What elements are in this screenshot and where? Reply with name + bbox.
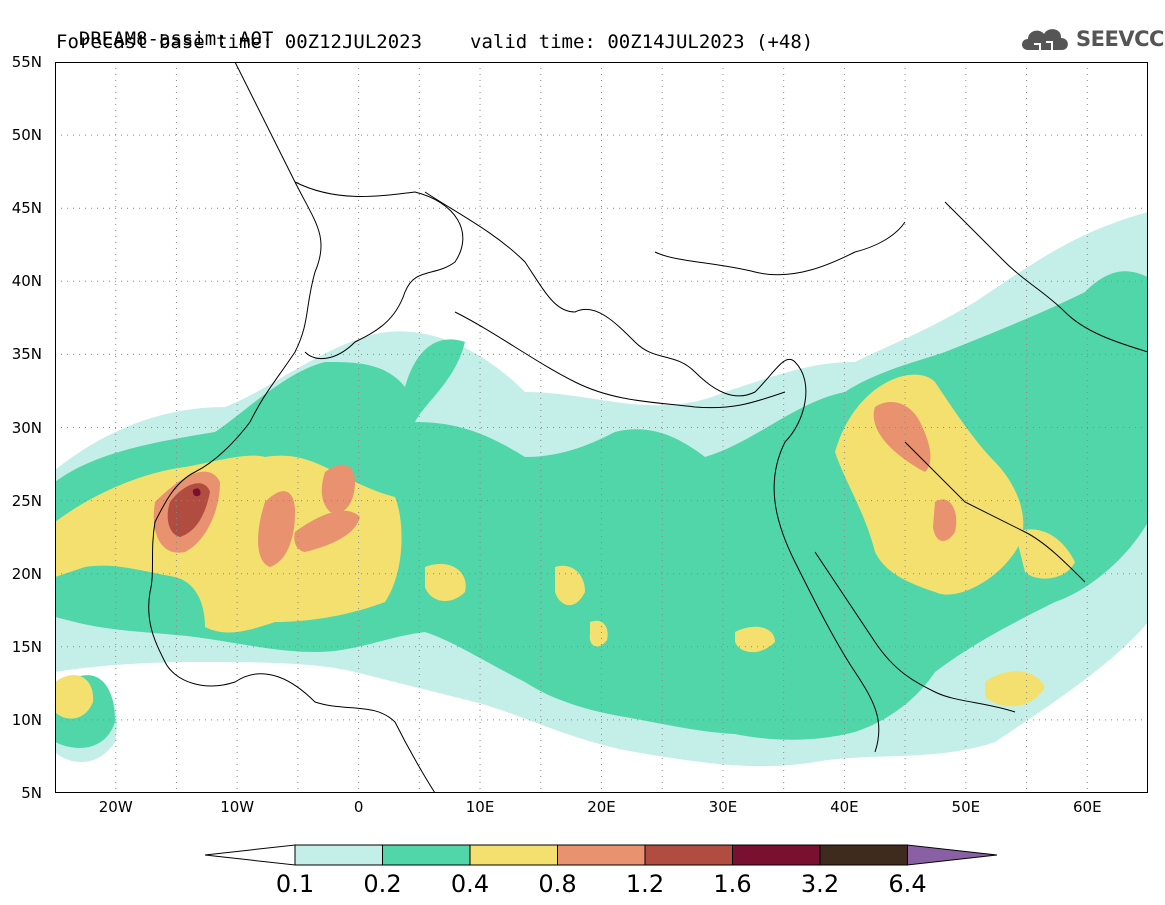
scale-bin (382, 844, 471, 866)
scale-label: 0.1 (275, 870, 315, 898)
lon-label: 30E (708, 798, 738, 816)
lat-label: 45N (11, 199, 42, 218)
scale-bin (732, 844, 821, 866)
scale-label: 6.4 (888, 870, 927, 898)
lon-label: 20W (98, 798, 133, 816)
aot-map[interactable] (55, 62, 1148, 793)
cloud-icon (1022, 29, 1068, 50)
seevccc-logo: SEEVCCC (1018, 22, 1165, 56)
lon-label: 50E (951, 798, 981, 816)
scale-label: 0.8 (538, 870, 577, 898)
map-title: DREAM8-assim: AOT (56, 6, 273, 50)
lat-label: 25N (11, 491, 42, 510)
lat-label: 30N (11, 418, 42, 437)
title-product: DREAM8-assim: AOT (78, 28, 274, 50)
scale-bin (469, 844, 558, 866)
scale-bin (294, 844, 383, 866)
scale-bin (557, 844, 646, 866)
lon-label: 20E (587, 798, 616, 816)
lat-label: 20N (11, 564, 42, 583)
lat-label: 50N (11, 126, 42, 145)
aot-contours (55, 212, 1148, 767)
coastlines (148, 62, 1148, 793)
scale-label: 3.2 (800, 870, 840, 898)
color-scale (205, 844, 997, 866)
lat-label: 5N (21, 784, 42, 802)
lon-label: 40E (830, 798, 859, 816)
graticule (55, 62, 1148, 793)
scale-label: 0.2 (363, 870, 402, 898)
scale-under-arrow (205, 844, 296, 866)
scale-label: 0.4 (450, 870, 490, 898)
scale-over-arrow (907, 844, 997, 866)
scale-bin (819, 844, 908, 866)
lon-label: 0 (353, 798, 364, 816)
lat-label: 10N (11, 710, 42, 729)
base-time: Forecast base time: 00Z12JUL2023 (56, 31, 423, 53)
lon-label: 10W (220, 798, 255, 816)
time-info: Forecast base time: 00Z12JUL2023 valid ti… (56, 31, 813, 53)
lon-label: 60E (1072, 798, 1102, 816)
scale-label: 1.2 (625, 870, 665, 898)
lat-label: 35N (11, 345, 42, 364)
lat-label: 15N (11, 637, 42, 656)
logo-text: SEEVCCC (1076, 27, 1165, 51)
lat-label: 40N (11, 272, 42, 291)
scale-bin (644, 844, 733, 866)
scale-label: 1.6 (713, 870, 752, 898)
lat-label: 55N (11, 53, 42, 71)
lon-label: 10E (465, 798, 495, 816)
valid-time: valid time: 00Z14JUL2023 (+48) (470, 31, 814, 53)
